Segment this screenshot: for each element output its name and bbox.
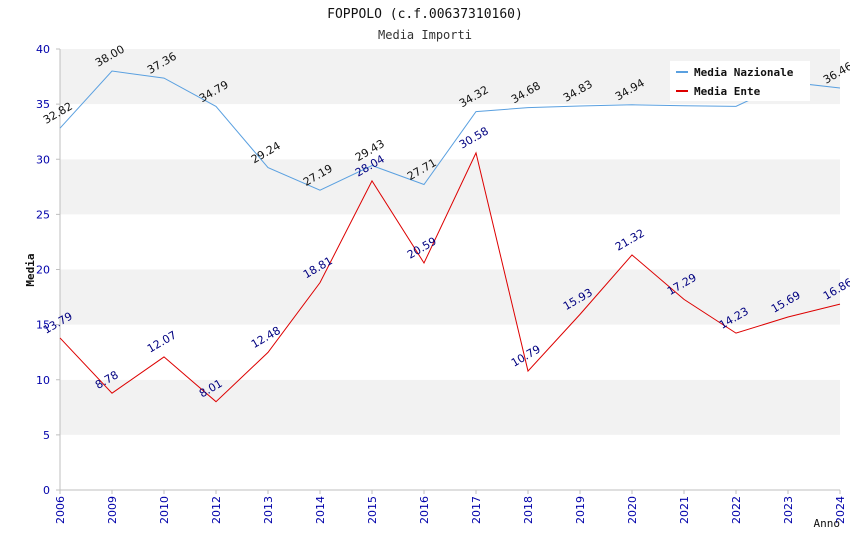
y-tick-label: 40 <box>36 43 50 56</box>
data-point-media-ente <box>163 356 165 358</box>
data-point-media-nazionale <box>215 105 217 107</box>
data-point-media-ente <box>111 392 113 394</box>
data-point-media-nazionale <box>527 106 529 108</box>
y-tick-label: 30 <box>36 153 50 166</box>
chart-title: FOPPOLO (c.f.00637310160) <box>327 7 523 22</box>
y-tick-label: 15 <box>36 319 50 332</box>
x-tick-label: 2013 <box>262 496 275 524</box>
data-point-media-ente <box>787 316 789 318</box>
data-point-media-nazionale <box>683 105 685 107</box>
data-point-media-ente <box>475 152 477 154</box>
x-tick-label: 2015 <box>366 496 379 524</box>
plot-band <box>60 214 840 270</box>
x-tick-label: 2024 <box>834 496 847 524</box>
x-tick-label: 2020 <box>626 496 639 524</box>
x-tick-label: 2006 <box>54 496 67 524</box>
series-line-media-ente <box>59 151 841 403</box>
plot-band <box>60 269 840 325</box>
x-tick-label: 2017 <box>470 496 483 524</box>
data-point-media-ente <box>839 303 841 305</box>
x-axis-label: Anno <box>814 517 841 530</box>
data-point-media-nazionale <box>735 105 737 107</box>
x-tick-label: 2014 <box>314 496 327 524</box>
data-point-media-nazionale <box>163 77 165 79</box>
y-tick-label: 0 <box>43 484 50 497</box>
data-point-media-nazionale <box>839 87 841 89</box>
data-point-media-nazionale <box>631 104 633 106</box>
x-tick-label: 2016 <box>418 496 431 524</box>
series-line-media-nazionale <box>59 70 841 191</box>
x-tick-label: 2010 <box>158 496 171 524</box>
x-tick-label: 2023 <box>782 496 795 524</box>
plot-background-bands <box>60 49 840 490</box>
x-tick-label: 2018 <box>522 496 535 524</box>
x-tick-label: 2021 <box>678 496 691 524</box>
y-tick-label: 25 <box>36 208 50 221</box>
data-point-media-nazionale <box>319 189 321 191</box>
plot-band <box>60 379 840 435</box>
data-point-media-ente <box>683 298 685 300</box>
legend-label-media-ente: Media Ente <box>694 85 761 98</box>
x-tick-label: 2012 <box>210 496 223 524</box>
legend-label-media-nazionale: Media Nazionale <box>694 66 794 79</box>
data-point-media-nazionale <box>59 127 61 129</box>
plot-band <box>60 159 840 215</box>
data-point-media-nazionale <box>423 183 425 185</box>
y-tick-label: 20 <box>36 264 50 277</box>
x-tick-label: 2022 <box>730 496 743 524</box>
data-point-media-ente <box>579 313 581 315</box>
plot-band <box>60 434 840 490</box>
data-point-media-nazionale <box>475 110 477 112</box>
legend-box <box>670 61 810 101</box>
data-point-media-ente <box>423 262 425 264</box>
legend: Media Nazionale Media Ente <box>670 61 810 101</box>
data-point-media-ente <box>631 254 633 256</box>
y-axis-label: Media <box>24 253 37 286</box>
data-point-media-ente <box>215 400 217 402</box>
x-tick-label: 2009 <box>106 496 119 524</box>
series-lines <box>59 70 841 403</box>
chart-subtitle: Media Importi <box>378 28 472 42</box>
x-tick-label: 2019 <box>574 496 587 524</box>
data-point-media-nazionale <box>111 70 113 72</box>
data-point-media-nazionale <box>579 105 581 107</box>
y-tick-label: 5 <box>43 429 50 442</box>
tick-labels: 0 5 10 15 20 25 30 35 40 2006 2009 2010 2012 2013 2014… <box>36 43 847 524</box>
data-point-media-ente <box>319 281 321 283</box>
plot-band <box>60 324 840 380</box>
y-tick-label: 35 <box>36 98 50 111</box>
data-point-media-ente <box>267 351 269 353</box>
data-point-media-nazionale <box>267 166 269 168</box>
plot-band <box>60 104 840 160</box>
y-tick-label: 10 <box>36 374 50 387</box>
data-point-media-ente <box>59 337 61 339</box>
data-point-media-ente <box>735 332 737 334</box>
data-point-media-ente <box>527 370 529 372</box>
data-point-media-ente <box>371 180 373 182</box>
